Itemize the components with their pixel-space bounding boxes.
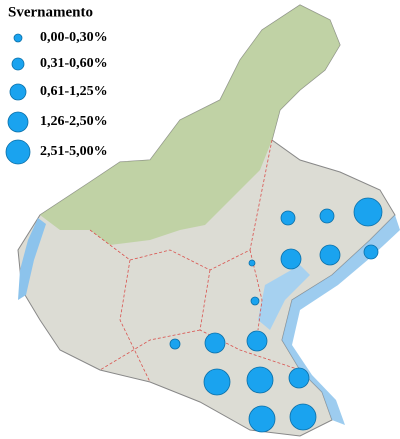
lake bbox=[18, 218, 46, 300]
site-marker bbox=[169, 338, 181, 350]
site-marker bbox=[319, 244, 341, 266]
site-marker bbox=[319, 208, 335, 224]
province-border bbox=[199, 269, 301, 371]
site-marker bbox=[246, 366, 274, 394]
legend-label: 0,31-0,60% bbox=[40, 56, 108, 71]
legend-symbol bbox=[5, 139, 31, 165]
province-border bbox=[99, 329, 201, 371]
site-marker bbox=[280, 248, 302, 270]
province-border bbox=[119, 259, 151, 383]
site-marker bbox=[353, 197, 383, 227]
legend-label: 1,26-2,50% bbox=[40, 114, 108, 129]
site-marker bbox=[250, 296, 260, 306]
province-border bbox=[89, 139, 273, 271]
mountain-area bbox=[40, 5, 340, 245]
site-marker bbox=[248, 405, 276, 433]
legend-label: 2,51-5,00% bbox=[40, 144, 108, 159]
legend-title: Svernamento bbox=[8, 4, 93, 20]
legend: Svernamento 0,00-0,30% 0,31-0,60% 0,61-1,2… bbox=[5, 4, 108, 165]
site-marker bbox=[280, 210, 296, 226]
site-marker bbox=[246, 330, 268, 352]
legend-symbol bbox=[11, 57, 25, 71]
site-marker bbox=[288, 367, 310, 389]
site-marker bbox=[289, 403, 317, 431]
sea-coast bbox=[282, 215, 400, 425]
site-marker bbox=[203, 368, 231, 396]
legend-symbol bbox=[9, 83, 27, 101]
province-border bbox=[249, 249, 263, 331]
site-marker bbox=[248, 259, 256, 267]
site-marker bbox=[204, 332, 226, 354]
legend-label: 0,61-1,25% bbox=[40, 84, 108, 99]
site-marker bbox=[363, 244, 379, 260]
legend-label: 0,00-0,30% bbox=[40, 30, 108, 45]
legend-symbol bbox=[7, 111, 29, 133]
lagoon bbox=[258, 265, 310, 330]
legend-symbol bbox=[13, 33, 23, 43]
